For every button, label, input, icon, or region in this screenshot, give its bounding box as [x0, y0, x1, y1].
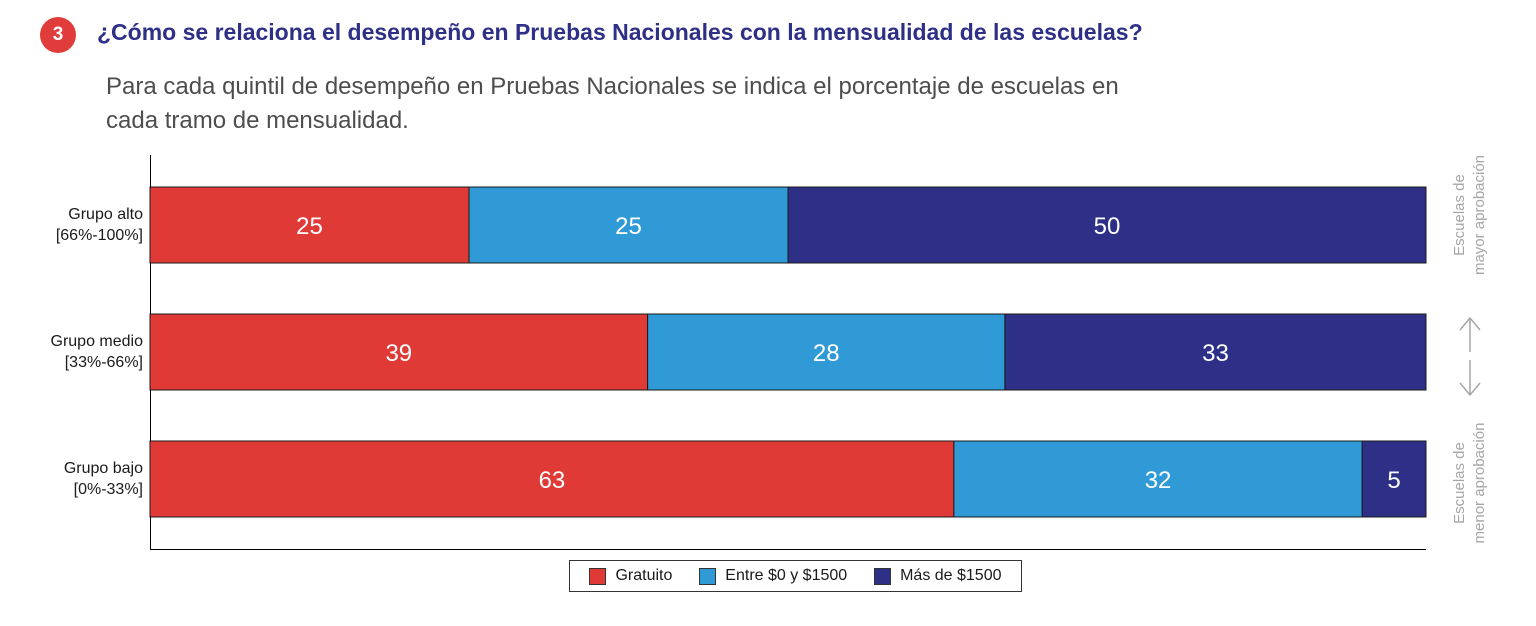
legend-label: Entre $0 y $1500 — [725, 567, 848, 584]
category-label: [33%-66%] — [65, 354, 143, 371]
data-label: 33 — [1202, 340, 1229, 367]
side-label-top: Escuelas de mayor aprobación — [1450, 140, 1490, 290]
chart-legend: Gratuito Entre $0 y $1500 Más de $1500 — [569, 560, 1022, 592]
bar-segment — [1004, 313, 1427, 391]
bar-segment — [149, 313, 649, 391]
data-label: 28 — [813, 340, 840, 367]
data-label: 63 — [539, 467, 566, 494]
data-label: 25 — [296, 213, 323, 240]
bar-segment — [149, 440, 955, 518]
data-label: 39 — [385, 340, 412, 367]
bar-segment — [647, 313, 1006, 391]
legend-item-mas: Más de $1500 — [874, 567, 1002, 585]
category-label: [66%-100%] — [56, 227, 143, 244]
data-label: 25 — [615, 213, 642, 240]
bar-segment — [1361, 440, 1427, 518]
arrow-up-icon — [1459, 316, 1481, 352]
side-label-bottom-line1: Escuelas de — [1451, 442, 1468, 524]
category-label: [0%-33%] — [74, 481, 143, 498]
chart-subtitle: Para cada quintil de desempeño en Prueba… — [106, 73, 1119, 134]
category-label: Grupo bajo — [64, 460, 143, 477]
category-label: Grupo medio — [51, 333, 144, 350]
data-label: 50 — [1094, 213, 1121, 240]
legend-swatch — [699, 567, 717, 585]
legend-swatch — [589, 567, 607, 585]
legend-item-entre: Entre $0 y $1500 — [699, 567, 847, 585]
side-label-top-line2: mayor aprobación — [1471, 154, 1488, 276]
data-label: 5 — [1387, 467, 1400, 494]
bar-segment — [149, 186, 470, 264]
category-label: Grupo alto — [68, 206, 143, 223]
bar-segment — [468, 186, 789, 264]
section-number-badge: 3 — [40, 17, 76, 53]
bar-segment — [953, 440, 1363, 518]
bar-segment — [787, 186, 1427, 264]
data-label: 32 — [1145, 467, 1172, 494]
chart-title: ¿Cómo se relaciona el desempeño en Prueb… — [97, 19, 1143, 45]
legend-label: Gratuito — [615, 567, 673, 584]
arrow-down-icon — [1459, 360, 1481, 397]
legend-label: Más de $1500 — [900, 567, 1002, 584]
legend-item-gratuito: Gratuito — [589, 567, 672, 585]
side-label-bottom: Escuelas de menor aprobación — [1450, 408, 1490, 558]
legend-swatch — [874, 567, 892, 585]
side-label-bottom-line2: menor aprobación — [1471, 422, 1488, 544]
side-label-top-line1: Escuelas de — [1451, 174, 1468, 256]
